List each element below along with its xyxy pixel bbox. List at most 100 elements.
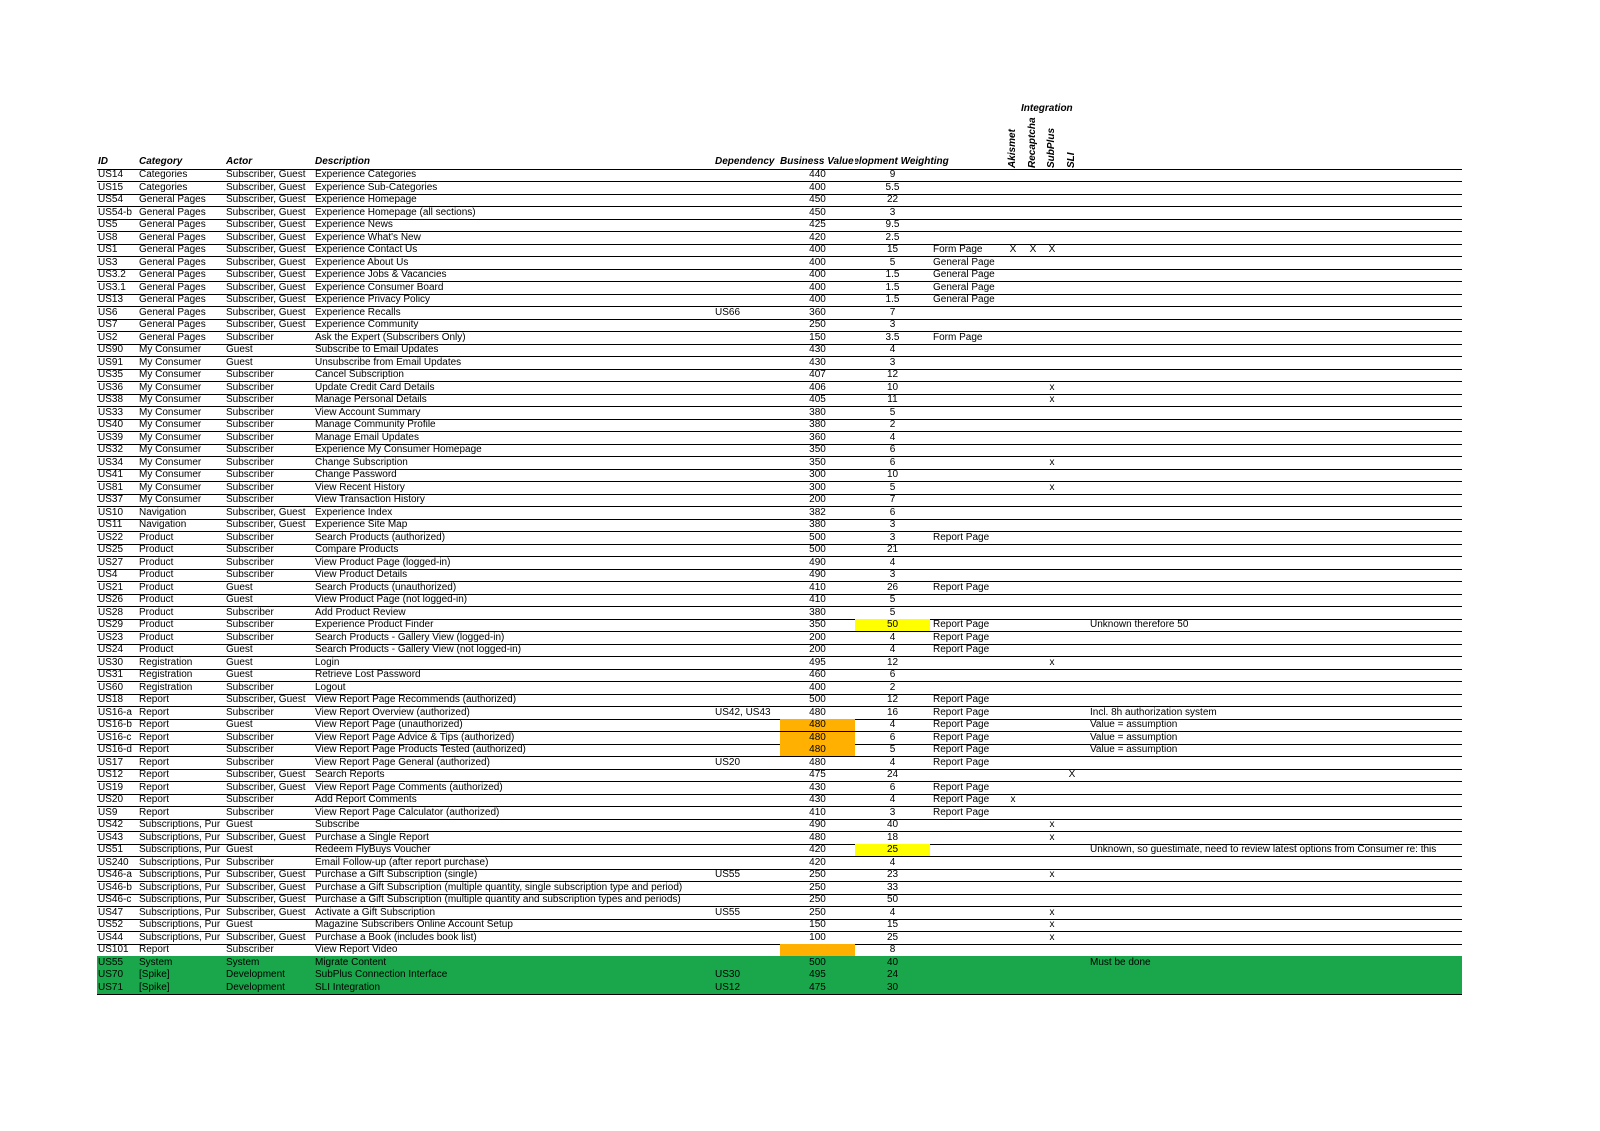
- cell: US47: [98, 906, 124, 918]
- cell: 2: [889, 419, 896, 430]
- cell: Search Products (authorized): [315, 531, 446, 543]
- cell: 40: [886, 819, 899, 830]
- cell: Login: [315, 656, 340, 668]
- cell: Guest: [226, 819, 253, 830]
- cell: 380: [809, 606, 826, 618]
- cell: My Consumer: [139, 344, 202, 355]
- cell: Report: [139, 794, 170, 805]
- cell: US46-b: [98, 881, 132, 893]
- cell: US19: [98, 781, 124, 793]
- cell: Subscriber: [226, 456, 274, 468]
- cell: 200: [809, 494, 826, 505]
- row-line: [97, 418, 1462, 420]
- cell: Report Page: [933, 619, 990, 630]
- cell: x: [1049, 456, 1055, 468]
- cell: US31: [98, 669, 124, 680]
- cell: X: [1029, 244, 1037, 255]
- column-header: Dependency: [715, 156, 775, 167]
- cell: General Page: [933, 281, 995, 293]
- cell: US13: [98, 294, 124, 305]
- cell: 3: [889, 519, 896, 530]
- cell: US39: [98, 431, 124, 443]
- cell: Report Page: [933, 794, 990, 805]
- cell: US91: [98, 356, 124, 368]
- cell: 400: [809, 244, 826, 255]
- cell: Add Product Review: [315, 606, 406, 618]
- cell: Experience Contact Us: [315, 244, 418, 255]
- cell: 475: [809, 981, 826, 993]
- cell: 382: [809, 506, 826, 518]
- cell: General Page: [933, 294, 995, 305]
- cell: Development: [226, 981, 285, 993]
- cell: 495: [809, 656, 826, 668]
- cell: Guest: [226, 356, 253, 368]
- row-line: [97, 543, 1462, 545]
- cell: Subscriber, Guest: [226, 181, 306, 193]
- cell: 6: [889, 506, 896, 518]
- row-line: [97, 593, 1462, 595]
- cell: Product: [139, 531, 174, 543]
- cell: 400: [809, 256, 826, 268]
- cell: 4: [889, 556, 896, 568]
- cell: Subscriber, Guest: [226, 831, 306, 843]
- cell: My Consumer: [139, 431, 202, 443]
- cell-highlight: [780, 719, 855, 731]
- cell: US71: [98, 981, 124, 993]
- cell: x: [1049, 481, 1055, 493]
- cell: Navigation: [139, 506, 187, 518]
- row-line: [97, 606, 1462, 607]
- rotated-header: Recaptcha: [1027, 117, 1038, 168]
- cell: Subscriber, Guest: [226, 319, 306, 330]
- cell: View Transaction History: [315, 494, 425, 505]
- cell: US16-b: [98, 719, 132, 730]
- cell: View Report Page (unauthorized): [315, 719, 463, 730]
- cell: SubPlus Connection Interface: [315, 969, 448, 980]
- cell: Report Page: [933, 806, 990, 818]
- cell: 450: [809, 194, 826, 205]
- cell: 410: [809, 581, 826, 593]
- cell: 12: [886, 694, 899, 705]
- cell: Purchase a Gift Subscription (multiple q…: [315, 894, 681, 905]
- cell: 480: [809, 731, 826, 743]
- row-line: [97, 406, 1462, 407]
- cell: View Report Page Products Tested (author…: [315, 744, 526, 755]
- cell: Subscriber: [226, 431, 274, 443]
- cell: Subscriber, Guest: [226, 244, 306, 255]
- row-line: [97, 456, 1462, 457]
- row-line: [97, 193, 1462, 195]
- row-line: [97, 731, 1462, 732]
- cell: US101: [98, 944, 129, 955]
- cell: Subscriber: [226, 944, 274, 955]
- cell: Subscriber, Guest: [226, 906, 306, 918]
- cell: 480: [809, 831, 826, 843]
- cell: Subscriber, Guest: [226, 256, 306, 268]
- cell: My Consumer: [139, 406, 202, 418]
- row-line: [97, 643, 1462, 645]
- row-line: [97, 343, 1462, 345]
- cell: 8: [889, 944, 896, 955]
- cell: US66: [715, 306, 741, 318]
- cell: My Consumer: [139, 456, 202, 468]
- cell: Search Products - Gallery View (not logg…: [315, 644, 522, 655]
- cell: 3: [889, 531, 896, 543]
- cell: Guest: [226, 719, 253, 730]
- cell: US240: [98, 856, 129, 868]
- row-line: [97, 718, 1462, 720]
- cell: Subscriber: [226, 381, 274, 393]
- cell: 420: [809, 231, 826, 243]
- row-line: [97, 368, 1462, 370]
- cell: 400: [809, 681, 826, 693]
- cell: US30: [98, 656, 124, 668]
- cell: 4: [889, 756, 896, 768]
- cell: Report Page: [933, 731, 990, 743]
- row-line: [97, 681, 1462, 682]
- cell: Product: [139, 569, 174, 580]
- cell: US55: [715, 906, 741, 918]
- cell: Subscriber: [226, 406, 274, 418]
- cell: US7: [98, 319, 118, 330]
- cell: X: [1048, 244, 1056, 255]
- cell: Value = assumption: [1090, 731, 1178, 743]
- cell: Subscriber: [226, 756, 274, 768]
- cell: 420: [809, 856, 826, 868]
- cell: 3: [889, 319, 896, 330]
